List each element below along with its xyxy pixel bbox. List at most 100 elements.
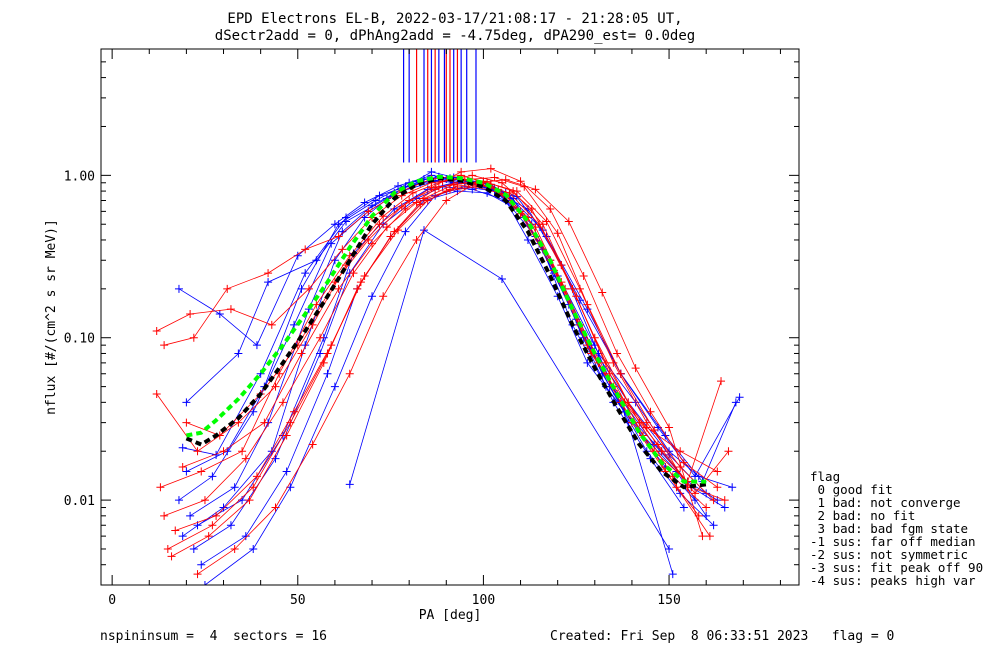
- data-point: [186, 309, 195, 318]
- data-point: [382, 223, 391, 232]
- data-point: [308, 440, 317, 449]
- data-point: [613, 349, 622, 358]
- data-point: [230, 544, 239, 553]
- data-point: [665, 544, 674, 553]
- data-point: [720, 503, 729, 512]
- data-point: [431, 185, 440, 194]
- legend-title: flag: [810, 469, 840, 484]
- flag-legend: flag 0 good fit 1 bad: not converge 2 ba…: [810, 469, 983, 588]
- series-line: [349, 229, 670, 550]
- data-point: [368, 292, 377, 301]
- data-point: [208, 472, 217, 481]
- data-point: [709, 496, 718, 505]
- data-point: [665, 423, 674, 432]
- chart-subtitle: dSectr2add = 0, dPhAng2add = -4.75deg, d…: [215, 28, 695, 44]
- data-point: [635, 418, 644, 427]
- data-point: [364, 235, 373, 244]
- data-point: [579, 271, 588, 280]
- data-point: [323, 369, 332, 378]
- data-point: [312, 256, 321, 265]
- data-point: [174, 496, 183, 505]
- data-point: [442, 196, 451, 205]
- data-point: [661, 431, 670, 440]
- data-point: [252, 341, 261, 350]
- data-point: [702, 503, 711, 512]
- data-point: [290, 407, 299, 416]
- fit-curve: [186, 174, 707, 484]
- data-point: [316, 333, 325, 342]
- data-point: [186, 511, 195, 520]
- data-point: [189, 333, 198, 342]
- data-point: [241, 532, 250, 541]
- x-tick-label: 150: [657, 593, 680, 608]
- data-point: [230, 483, 239, 492]
- median-curve: [185, 176, 707, 490]
- data-point: [516, 177, 525, 186]
- series-line: [171, 183, 707, 557]
- data-point: [197, 467, 206, 476]
- data-point: [171, 526, 180, 535]
- data-point: [731, 398, 740, 407]
- data-point: [709, 521, 718, 530]
- data-point: [264, 278, 273, 287]
- data-point: [245, 496, 254, 505]
- data-point: [523, 235, 532, 244]
- data-point: [702, 489, 711, 498]
- legend-entry: -4 sus: peaks high var: [810, 573, 976, 588]
- data-point: [200, 581, 209, 585]
- x-axis: 0 50 100 150: [108, 49, 781, 608]
- data-point: [338, 245, 347, 254]
- data-point: [657, 447, 666, 456]
- data-point: [568, 284, 577, 293]
- data-point: [713, 467, 722, 476]
- series-line: [186, 177, 740, 478]
- data-point: [501, 175, 510, 184]
- data-point: [535, 220, 544, 229]
- data-point: [457, 167, 466, 176]
- data-point: [453, 181, 462, 190]
- data-point: [330, 220, 339, 229]
- data-point: [241, 454, 250, 463]
- data-point: [364, 207, 373, 216]
- data-point: [304, 284, 313, 293]
- data-point: [226, 305, 235, 314]
- data-point: [375, 191, 384, 200]
- data-point: [182, 418, 191, 427]
- data-point: [713, 483, 722, 492]
- data-point: [486, 164, 495, 173]
- data-point: [691, 489, 700, 498]
- data-point: [301, 269, 310, 278]
- data-point: [160, 341, 169, 350]
- x-axis-label: PA [deg]: [419, 608, 482, 623]
- data-point: [271, 454, 280, 463]
- legend-entry: 3 bad: bad fgm state: [810, 521, 968, 536]
- data-point: [631, 364, 640, 373]
- data-point: [182, 398, 191, 407]
- data-point: [278, 398, 287, 407]
- data-point: [672, 483, 681, 492]
- data-point: [327, 341, 336, 350]
- footer-right: Created: Fri Sep 8 06:33:51 2023 flag = …: [550, 629, 894, 644]
- data-point: [264, 269, 273, 278]
- data-point: [735, 393, 744, 402]
- data-point: [368, 239, 377, 248]
- data-layer: [152, 49, 744, 585]
- data-point: [260, 418, 269, 427]
- data-point: [356, 278, 365, 287]
- x-tick-label: 100: [472, 593, 495, 608]
- data-point: [297, 349, 306, 358]
- data-point: [271, 503, 280, 512]
- data-point: [724, 447, 733, 456]
- chart-title: EPD Electrons EL-B, 2022-03-17/21:08:17 …: [227, 11, 682, 27]
- data-point: [252, 472, 261, 481]
- data-point: [312, 300, 321, 309]
- series-line: [167, 180, 711, 550]
- data-point: [531, 185, 540, 194]
- series-line: [197, 182, 737, 526]
- data-point: [234, 349, 243, 358]
- data-point: [334, 232, 343, 241]
- series-line: [163, 186, 700, 517]
- data-point: [676, 447, 685, 456]
- y-tick-label: 1.00: [64, 169, 95, 184]
